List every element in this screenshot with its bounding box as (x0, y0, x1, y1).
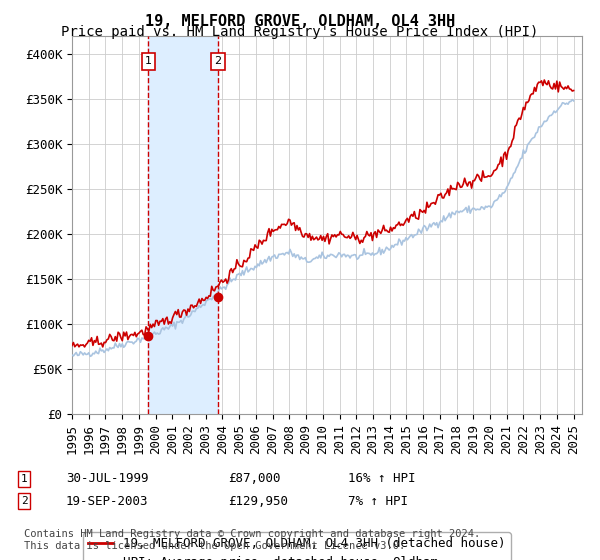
Legend: 19, MELFORD GROVE, OLDHAM, OL4 3HH (detached house), HPI: Average price, detache: 19, MELFORD GROVE, OLDHAM, OL4 3HH (deta… (83, 532, 511, 560)
Text: Contains HM Land Registry data © Crown copyright and database right 2024.
This d: Contains HM Land Registry data © Crown c… (24, 529, 480, 551)
Text: 2: 2 (214, 56, 221, 66)
Text: 1: 1 (145, 56, 152, 66)
Bar (148, 36, 218, 414)
Text: 19, MELFORD GROVE, OLDHAM, OL4 3HH: 19, MELFORD GROVE, OLDHAM, OL4 3HH (145, 14, 455, 29)
Text: £129,950: £129,950 (228, 494, 288, 508)
Text: 16% ↑ HPI: 16% ↑ HPI (348, 472, 415, 486)
Text: 2: 2 (20, 496, 28, 506)
Text: £87,000: £87,000 (228, 472, 281, 486)
Text: 1: 1 (20, 474, 28, 484)
Text: Price paid vs. HM Land Registry's House Price Index (HPI): Price paid vs. HM Land Registry's House … (61, 25, 539, 39)
Text: 30-JUL-1999: 30-JUL-1999 (66, 472, 149, 486)
Text: 19-SEP-2003: 19-SEP-2003 (66, 494, 149, 508)
Text: 7% ↑ HPI: 7% ↑ HPI (348, 494, 408, 508)
